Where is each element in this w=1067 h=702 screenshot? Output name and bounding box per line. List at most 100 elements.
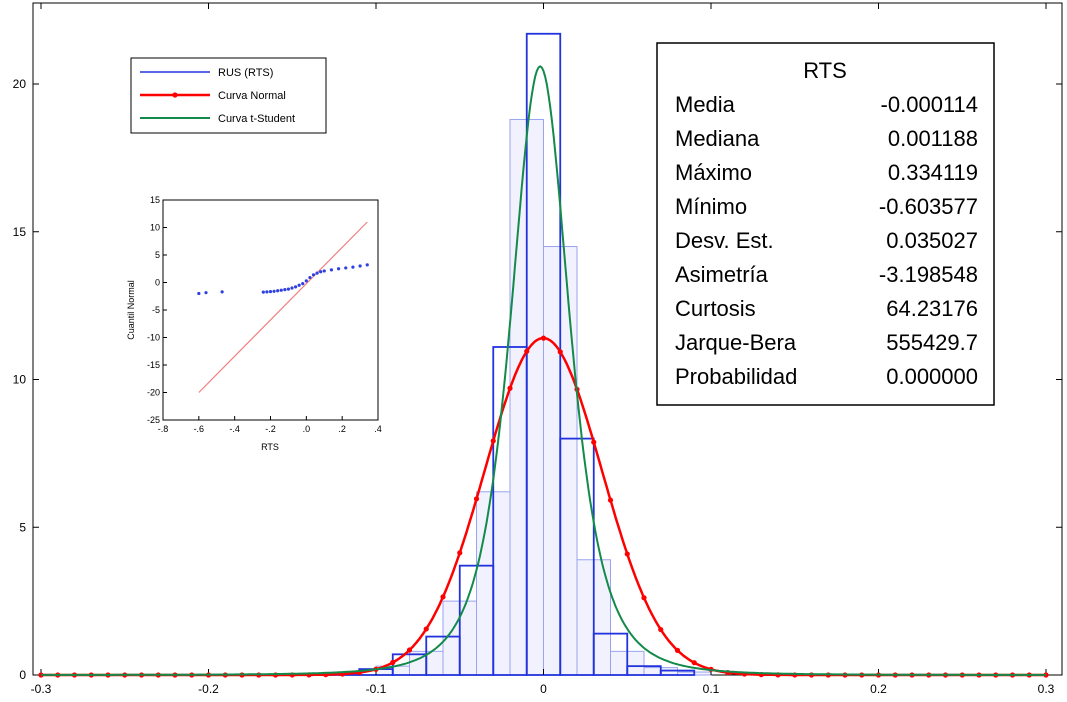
qq-point-0 xyxy=(197,291,201,296)
qq-point-24 xyxy=(351,265,355,269)
qq-point-8 xyxy=(279,288,283,292)
qq-y-tick-label-1: -20 xyxy=(147,388,160,398)
stats-value-2: 0.334119 xyxy=(888,160,978,185)
qq-point-18 xyxy=(315,271,319,275)
normal-curve-marker-31 xyxy=(557,349,563,355)
qq-y-tick-label-3: -10 xyxy=(147,333,160,343)
legend: RUS (RTS) Curva Normal Curva t-Student xyxy=(130,57,327,134)
stats-value-6: 64.23176 xyxy=(886,296,978,321)
qq-point-1 xyxy=(204,291,208,295)
normal-curve-marker-22 xyxy=(406,647,413,653)
normal-curve-marker-23 xyxy=(423,626,429,632)
qq-point-9 xyxy=(283,288,287,292)
x-tick-label-0: -0.3 xyxy=(31,682,52,696)
qq-y-tick-label-5: 0 xyxy=(155,278,160,288)
y-tick-label-2: 10 xyxy=(13,373,27,387)
qq-x-tick-label-4: .0 xyxy=(303,424,311,434)
qq-point-25 xyxy=(358,264,362,268)
qq-x-axis-label: RTS xyxy=(261,442,279,452)
normal-curve-marker-27 xyxy=(490,438,496,444)
stats-value-3: -0.603577 xyxy=(879,194,978,219)
legend-entry-normal: Curva Normal xyxy=(218,90,286,102)
stats-box-frame xyxy=(656,42,995,406)
normal-curve-marker-25 xyxy=(457,550,463,556)
qq-y-tick-label-8: 15 xyxy=(150,195,160,205)
normal-curve-marker-35 xyxy=(624,551,630,557)
qq-point-22 xyxy=(336,267,341,271)
normal-curve-marker-37 xyxy=(658,626,664,633)
qq-point-26 xyxy=(365,263,369,267)
qq-x-tick-label-3: -.2 xyxy=(265,424,276,434)
stats-value-8: 0.000000 xyxy=(886,364,978,389)
qq-point-15 xyxy=(304,279,308,283)
stats-label-3: Mínimo xyxy=(675,194,747,219)
qq-x-tick-label-0: -.8 xyxy=(158,424,169,434)
qq-point-23 xyxy=(344,266,348,270)
qq-axis-ticks: -.8 -.6 -.4 -.2 .0 .2 .4 -25 -20 -15 -10 -5 0 5 10 15 xyxy=(147,195,382,434)
qq-point-5 xyxy=(268,289,273,294)
y-tick-label-1: 5 xyxy=(19,520,26,534)
qq-x-tick-label-5: .2 xyxy=(338,424,346,434)
x-tick-label-2: -0.1 xyxy=(366,682,387,696)
stats-label-6: Curtosis xyxy=(675,296,756,321)
qq-y-tick-label-4: -5 xyxy=(152,305,160,315)
stats-value-7: 555429.7 xyxy=(886,330,978,355)
qq-y-tick-label-7: 10 xyxy=(150,223,160,233)
qq-reference-line xyxy=(198,221,368,393)
qq-point-4 xyxy=(265,290,269,294)
stats-label-7: Jarque-Bera xyxy=(675,330,797,355)
qq-y-tick-label-6: 5 xyxy=(155,250,160,260)
qq-x-tick-label-1: -.6 xyxy=(194,424,205,434)
stats-box: RTS Media -0.000114 Mediana 0.001188 Máximo 0… xyxy=(656,42,995,406)
normal-curve-marker-36 xyxy=(641,595,647,601)
qq-points xyxy=(197,263,369,296)
qq-y-tick-label-0: -25 xyxy=(147,415,160,425)
qq-point-20 xyxy=(322,269,326,273)
normal-curve-marker-28 xyxy=(507,385,513,391)
y-tick-label-3: 15 xyxy=(13,225,27,239)
x-tick-label-1: -0.2 xyxy=(198,682,219,696)
stats-value-4: 0.035027 xyxy=(886,228,978,253)
qq-x-tick-label-2: -.4 xyxy=(229,424,240,434)
normal-curve-marker-24 xyxy=(440,594,446,600)
qq-plot-inset: -.8 -.6 -.4 -.2 .0 .2 .4 -25 -20 -15 -10 -5 0 5 10 15 R… xyxy=(126,195,382,452)
qq-point-11 xyxy=(290,286,294,290)
stats-label-1: Mediana xyxy=(675,126,760,151)
qq-point-10 xyxy=(286,287,291,291)
qq-point-13 xyxy=(297,283,301,287)
x-tick-label-6: 0.3 xyxy=(1038,682,1055,696)
normal-curve-marker-34 xyxy=(607,497,614,503)
stats-rows: Media -0.000114 Mediana 0.001188 Máximo 0.334… xyxy=(675,92,978,389)
distribution-curves xyxy=(38,65,1049,678)
y-tick-label-4: 20 xyxy=(13,77,27,91)
x-tick-label-5: 0.2 xyxy=(870,682,887,696)
qq-point-16 xyxy=(308,275,312,280)
legend-entry-histogram: RUS (RTS) xyxy=(218,67,273,79)
normal-curve-marker-21 xyxy=(390,659,396,666)
stats-value-0: -0.000114 xyxy=(881,92,978,117)
normal-curve-marker-39 xyxy=(691,660,697,666)
qq-y-axis-label: Cuantil Normal xyxy=(126,280,136,340)
legend-entry-student: Curva t-Student xyxy=(218,113,295,125)
qq-point-2 xyxy=(220,290,224,294)
histogram-dark-bar-10 xyxy=(659,669,696,676)
qq-point-6 xyxy=(272,289,276,293)
qq-point-14 xyxy=(301,282,305,286)
x-tick-label-3: 0 xyxy=(540,682,547,696)
stats-value-1: 0.001188 xyxy=(888,126,978,151)
qq-point-12 xyxy=(293,285,298,289)
stats-label-4: Desv. Est. xyxy=(675,228,774,253)
normal-curve-marker-33 xyxy=(591,439,597,445)
qq-x-tick-label-6: .4 xyxy=(374,424,382,434)
normal-curve-marker-26 xyxy=(473,496,480,502)
legend-marker-normal xyxy=(172,92,178,98)
qq-y-tick-label-2: -15 xyxy=(147,360,160,370)
stats-label-0: Media xyxy=(675,92,736,117)
histogram-dark-bar-7 xyxy=(559,437,595,676)
qq-point-17 xyxy=(311,273,316,277)
stats-label-5: Asimetría xyxy=(675,262,769,287)
qq-point-21 xyxy=(329,268,334,272)
normal-curve-marker-29 xyxy=(524,348,530,354)
qq-point-3 xyxy=(261,290,265,294)
